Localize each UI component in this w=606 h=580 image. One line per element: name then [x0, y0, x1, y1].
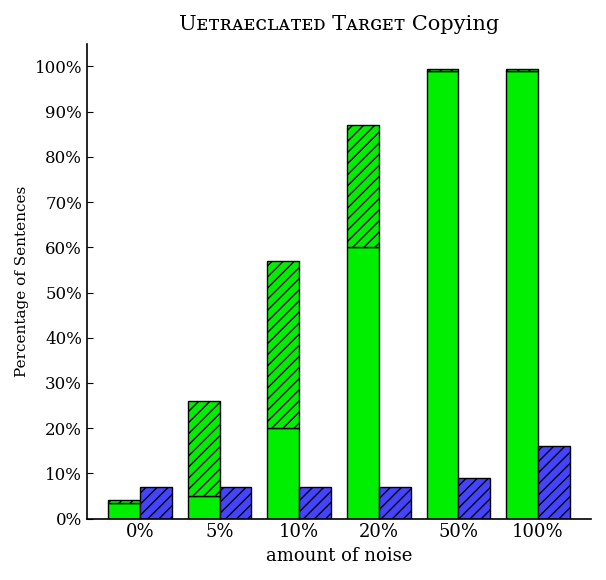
X-axis label: amount of noise: amount of noise [266, 547, 412, 565]
Y-axis label: Percentage of Sentences: Percentage of Sentences [15, 186, 29, 377]
Bar [347, 125, 379, 247]
Bar [299, 487, 331, 519]
Bar [267, 261, 299, 428]
Bar [188, 496, 219, 519]
Bar [188, 401, 219, 496]
Bar [108, 503, 140, 519]
Bar [458, 478, 490, 519]
Bar [379, 487, 411, 519]
Bar [506, 69, 538, 71]
Bar [267, 428, 299, 519]
Bar [538, 446, 570, 519]
Bar [140, 487, 172, 519]
Bar [219, 487, 251, 519]
Bar [347, 247, 379, 519]
Bar [108, 501, 140, 503]
Title: Uᴇᴛʀᴀᴇᴄʟᴀᴛᴇᴅ Tᴀʀɢᴇᴛ Copying: Uᴇᴛʀᴀᴇᴄʟᴀᴛᴇᴅ Tᴀʀɢᴇᴛ Copying [179, 15, 499, 34]
Bar [427, 71, 458, 519]
Bar [506, 71, 538, 519]
Bar [427, 69, 458, 71]
